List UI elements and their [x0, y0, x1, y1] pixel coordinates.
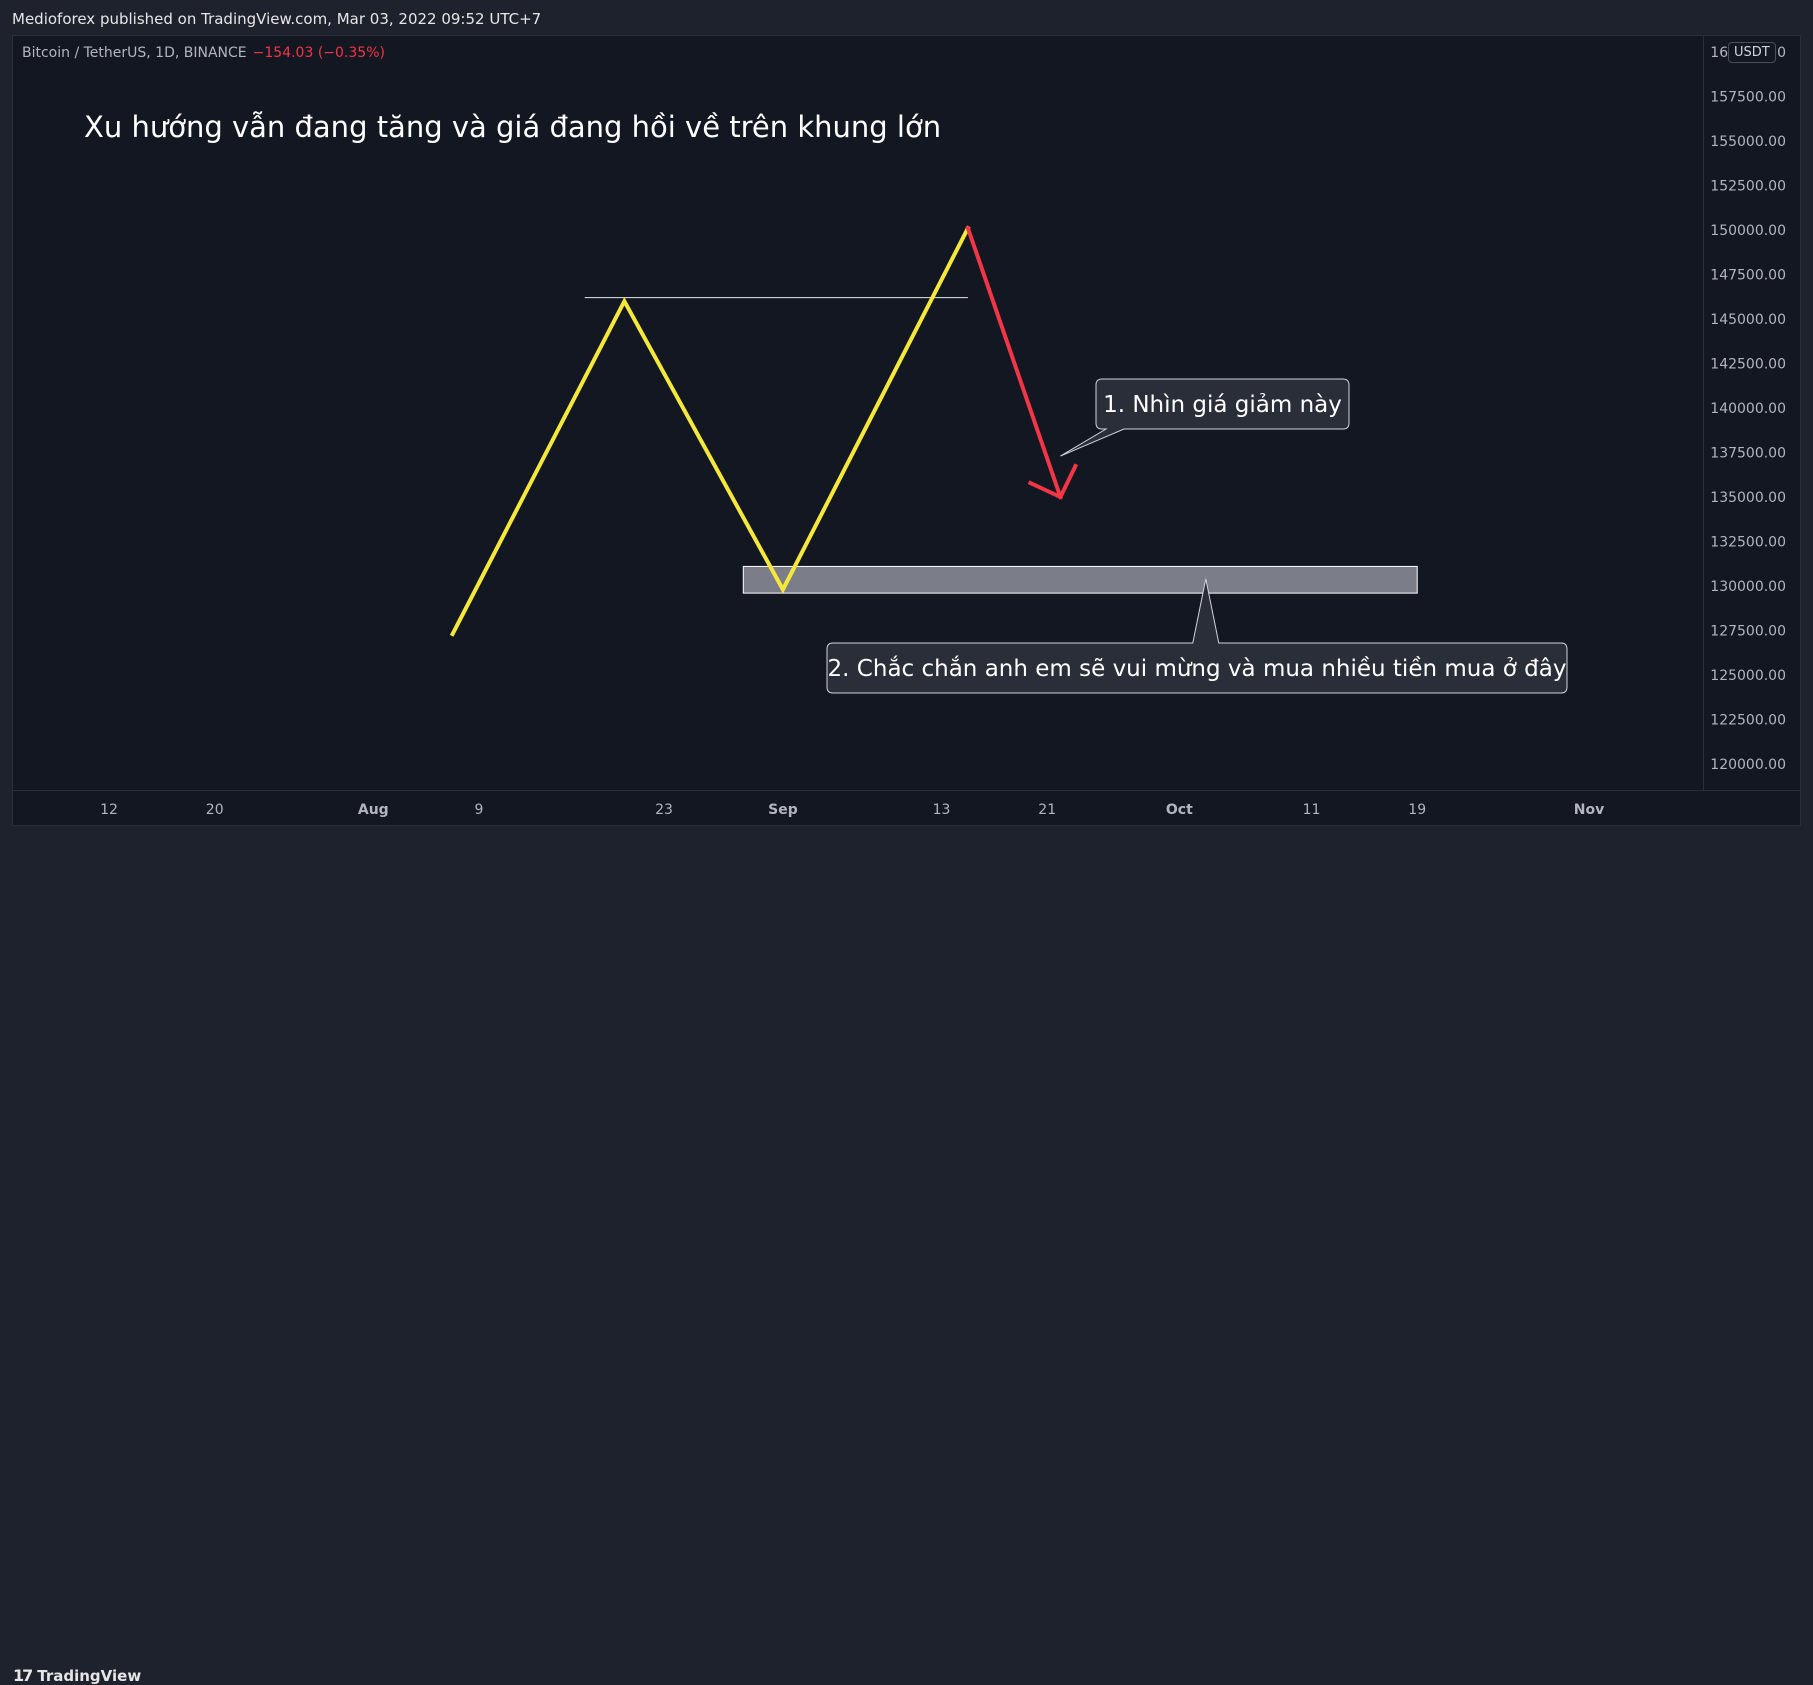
price-tick-label: 155000.00 — [1710, 134, 1786, 150]
symbol-name: Bitcoin / TetherUS, 1D, BINANCE — [22, 45, 247, 61]
callout-box — [826, 578, 1568, 694]
price-tick-label: 130000.00 — [1710, 579, 1786, 595]
price-tick-label: 150000.00 — [1710, 223, 1786, 239]
time-scale-divider — [13, 790, 1800, 791]
time-tick-label: Aug — [358, 802, 389, 818]
callout-text: 2. Chắc chắn anh em sẽ vui mừng và mua n… — [828, 655, 1567, 682]
chart-frame[interactable] — [12, 35, 1801, 826]
price-tick-label: 127500.00 — [1710, 624, 1786, 640]
price-path-zigzag[interactable] — [449, 225, 971, 637]
drawings-layer: 1. Nhìn giá giảm này 2. Chắc chắn anh em … — [449, 225, 1568, 694]
price-tick-label: 145000.00 — [1710, 312, 1786, 328]
time-tick-label: 13 — [933, 802, 951, 818]
time-tick-label: 12 — [100, 802, 118, 818]
price-tick-label: 120000.00 — [1710, 757, 1786, 773]
price-tick-label: 152500.00 — [1710, 179, 1786, 195]
tradingview-logo-icon: 17 — [13, 1666, 33, 1685]
price-tick-label: 147500.00 — [1710, 268, 1786, 284]
price-tick-label: 125000.00 — [1710, 668, 1786, 684]
time-tick-label: 20 — [206, 802, 224, 818]
time-tick-label: 19 — [1408, 802, 1426, 818]
callout-1[interactable]: 1. Nhìn giá giảm này — [1060, 378, 1350, 457]
price-tick-label: 140000.00 — [1710, 401, 1786, 417]
price-tick-label: 135000.00 — [1710, 490, 1786, 506]
callout-2[interactable]: 2. Chắc chắn anh em sẽ vui mừng và mua n… — [826, 578, 1568, 694]
price-change: −154.03 (−0.35%) — [252, 45, 385, 61]
time-tick-label: Oct — [1166, 802, 1193, 818]
tradingview-logo[interactable]: 17 TradingView — [13, 1666, 141, 1685]
support-zone[interactable] — [742, 565, 1418, 594]
publish-info: Medioforex published on TradingView.com,… — [12, 10, 542, 28]
callout-box — [1060, 378, 1350, 457]
price-scale-divider — [1703, 36, 1704, 790]
price-tick-label: 137500.00 — [1710, 446, 1786, 462]
price-tick-label: 122500.00 — [1710, 713, 1786, 729]
chart-title: Xu hướng vẫn đang tăng và giá đang hồi v… — [84, 110, 941, 144]
time-tick-label: Nov — [1574, 802, 1604, 818]
price-path-drop[interactable] — [965, 225, 1063, 500]
arrow-head — [1027, 463, 1079, 500]
chart-canvas[interactable]: Xu hướng vẫn đang tăng và giá đang hồi v… — [0, 0, 1813, 870]
currency-badge[interactable]: USDT — [1728, 42, 1776, 63]
publish-bar: Medioforex published on TradingView.com,… — [0, 0, 1813, 36]
footer: 17 TradingView — [0, 827, 1813, 1685]
time-tick-label: 9 — [475, 802, 484, 818]
time-tick-label: 23 — [655, 802, 673, 818]
price-tick-label: 132500.00 — [1710, 535, 1786, 551]
price-axis[interactable]: 120000.00 122500.00 125000.00 127500.00 1300… — [1710, 45, 1786, 773]
symbol-header[interactable]: Bitcoin / TetherUS, 1D, BINANCE −154.03 (… — [22, 45, 385, 61]
callout-text: 1. Nhìn giá giảm này — [1103, 392, 1342, 418]
time-tick-label: 11 — [1303, 802, 1321, 818]
time-tick-label: Sep — [768, 802, 798, 818]
time-axis[interactable]: 12 20 Aug 9 23 Sep 13 21 Oct 11 19 Nov — [100, 802, 1604, 818]
price-tick-label: 157500.00 — [1710, 90, 1786, 106]
price-tick-label: 142500.00 — [1710, 357, 1786, 373]
time-tick-label: 21 — [1038, 802, 1056, 818]
tradingview-brand: TradingView — [37, 1666, 142, 1685]
